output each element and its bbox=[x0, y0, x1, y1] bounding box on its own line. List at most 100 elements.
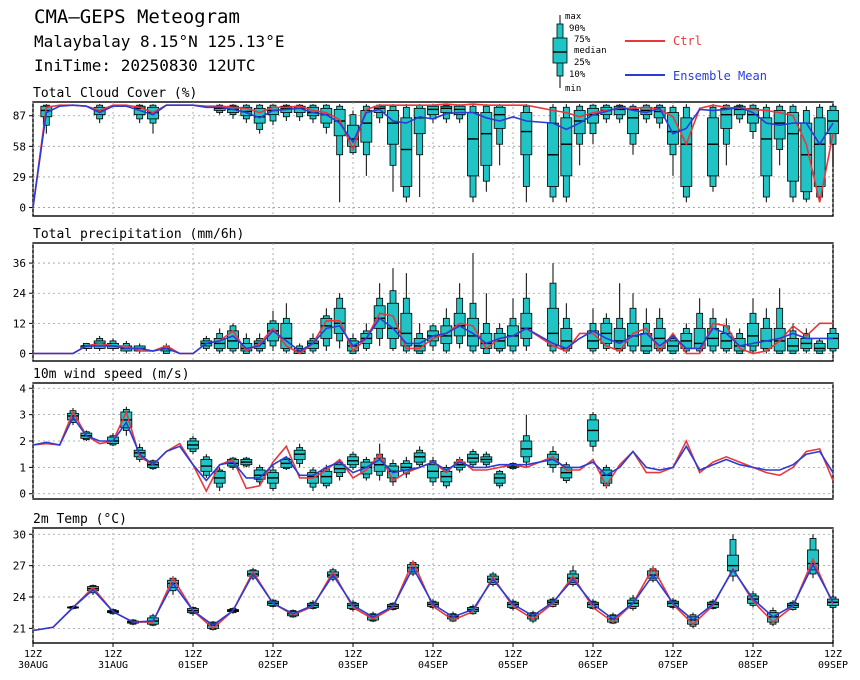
x-tick-label-date: 01SEP bbox=[178, 660, 208, 671]
y-tick-label: 0 bbox=[19, 488, 26, 501]
y-tick-label: 1 bbox=[19, 461, 26, 474]
y-tick-label: 21 bbox=[13, 622, 26, 635]
box-48 bbox=[680, 104, 693, 203]
legend-box-label: max bbox=[565, 12, 582, 22]
box-33 bbox=[467, 253, 479, 354]
box-16 bbox=[240, 456, 253, 468]
box-34 bbox=[480, 104, 493, 192]
box-44 bbox=[627, 293, 639, 354]
box-17 bbox=[253, 464, 266, 486]
box-iqr bbox=[520, 112, 533, 156]
x-tick-label-hour: 12Z bbox=[424, 649, 442, 660]
y-tick-label: 12 bbox=[13, 317, 26, 330]
y-tick-label: 0 bbox=[19, 202, 26, 215]
box-iqr bbox=[613, 327, 626, 349]
legend-box-label: 75% bbox=[574, 35, 591, 45]
box-iqr bbox=[453, 105, 466, 116]
box-iqr bbox=[680, 117, 693, 187]
box-58 bbox=[813, 338, 826, 354]
y-tick-label: 29 bbox=[13, 171, 26, 184]
y-tick-label: 3 bbox=[19, 409, 26, 422]
panel-title: 10m wind speed (m/s) bbox=[33, 367, 190, 382]
box-42 bbox=[600, 313, 613, 351]
x-tick-label-hour: 12Z bbox=[504, 649, 522, 660]
box-iqr bbox=[373, 305, 386, 329]
box-28 bbox=[400, 104, 413, 203]
box-20 bbox=[293, 443, 306, 468]
panel-title: 2m Temp (°C) bbox=[33, 512, 127, 527]
mean-line bbox=[32, 104, 834, 208]
x-tick-label-date: 30AUG bbox=[18, 660, 48, 671]
location-label: Malaybalay 8.15°N 125.13°E bbox=[34, 32, 285, 51]
box-iqr bbox=[813, 343, 826, 352]
legend-box-iqr bbox=[552, 37, 568, 64]
box-iqr bbox=[307, 340, 319, 349]
legend: max 90%75%median 25% 10% min Ctrl Ensemble Mea… bbox=[552, 12, 767, 94]
box-iqr bbox=[467, 112, 479, 177]
box-iqr bbox=[387, 110, 399, 145]
box-47 bbox=[667, 105, 679, 176]
x-tick-label-hour: 12Z bbox=[344, 649, 362, 660]
panel-1: Total Cloud Cover (%) 0 29 58 87 bbox=[13, 86, 839, 217]
box-40 bbox=[573, 104, 586, 166]
box-iqr bbox=[787, 112, 799, 182]
x-tick-label-date: 31AUG bbox=[98, 660, 128, 671]
box-39 bbox=[560, 104, 573, 203]
box-59 bbox=[827, 104, 839, 166]
box-37 bbox=[520, 414, 533, 468]
panel-4: 2m Temp (°C) 21 24 27 30 bbox=[13, 512, 839, 644]
box-iqr bbox=[787, 338, 799, 352]
box-iqr bbox=[827, 110, 839, 135]
box-51 bbox=[720, 104, 733, 166]
ctrl-line bbox=[32, 557, 834, 632]
x-tick-label-date: 02SEP bbox=[258, 660, 288, 671]
box-37 bbox=[520, 104, 533, 203]
box-5 bbox=[93, 104, 106, 124]
legend-box-label: 25% bbox=[574, 58, 591, 68]
y-tick-label: 24 bbox=[13, 591, 27, 604]
box-28 bbox=[400, 273, 413, 354]
box-51 bbox=[720, 318, 733, 354]
panel-title: Total Cloud Cover (%) bbox=[33, 86, 197, 101]
box-iqr bbox=[400, 312, 413, 347]
box-iqr bbox=[720, 107, 733, 129]
legend-mean-label: Ensemble Mean bbox=[673, 69, 767, 83]
box-iqr bbox=[747, 322, 759, 347]
box-iqr bbox=[387, 302, 399, 339]
y-tick-label: 4 bbox=[19, 382, 26, 395]
box-31 bbox=[440, 308, 453, 354]
box-23 bbox=[333, 104, 346, 203]
panel-2: Total precipitation (mm/6h) 0 12 24 36 bbox=[13, 227, 839, 362]
x-tick-label-date: 03SEP bbox=[338, 660, 368, 671]
box-9 bbox=[147, 104, 159, 134]
box-iqr bbox=[493, 106, 506, 129]
x-tick-label-hour: 12Z bbox=[104, 649, 122, 660]
box-iqr bbox=[520, 312, 533, 339]
box-26 bbox=[373, 443, 386, 481]
box-iqr bbox=[760, 327, 773, 349]
y-tick-label: 2 bbox=[19, 435, 26, 448]
box-22 bbox=[320, 308, 333, 351]
box-iqr bbox=[827, 332, 839, 349]
box-iqr bbox=[747, 107, 759, 124]
box-iqr bbox=[587, 107, 599, 124]
box-18 bbox=[267, 464, 279, 492]
legend-box-label: 90% bbox=[569, 24, 586, 34]
x-axis: 12Z30AUG12Z31AUG12Z01SEP12Z02SEP12Z03SEP… bbox=[18, 643, 848, 671]
x-tick-label-hour: 12Z bbox=[744, 649, 762, 660]
box-33 bbox=[467, 104, 479, 203]
box-38 bbox=[547, 263, 559, 354]
box-29 bbox=[413, 446, 426, 468]
y-tick-label: 0 bbox=[19, 347, 26, 360]
box-iqr bbox=[467, 317, 479, 347]
box-56 bbox=[787, 323, 799, 354]
panel-title: Total precipitation (mm/6h) bbox=[33, 227, 244, 242]
box-22 bbox=[320, 104, 333, 134]
box-52 bbox=[733, 104, 746, 124]
meteogram-title: CMA—GEPS Meteogram bbox=[34, 6, 240, 28]
mean-line bbox=[32, 562, 834, 632]
box-57 bbox=[800, 328, 813, 354]
box-54 bbox=[760, 308, 773, 354]
x-tick-label-hour: 12Z bbox=[664, 649, 682, 660]
box-35 bbox=[493, 470, 506, 489]
